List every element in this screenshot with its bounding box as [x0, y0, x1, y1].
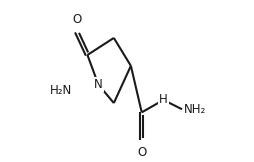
Text: H: H — [159, 93, 168, 106]
Text: H₂N: H₂N — [50, 84, 72, 97]
Text: N: N — [94, 78, 103, 91]
Text: O: O — [72, 12, 81, 25]
Text: O: O — [137, 146, 146, 159]
Text: NH₂: NH₂ — [184, 103, 206, 116]
